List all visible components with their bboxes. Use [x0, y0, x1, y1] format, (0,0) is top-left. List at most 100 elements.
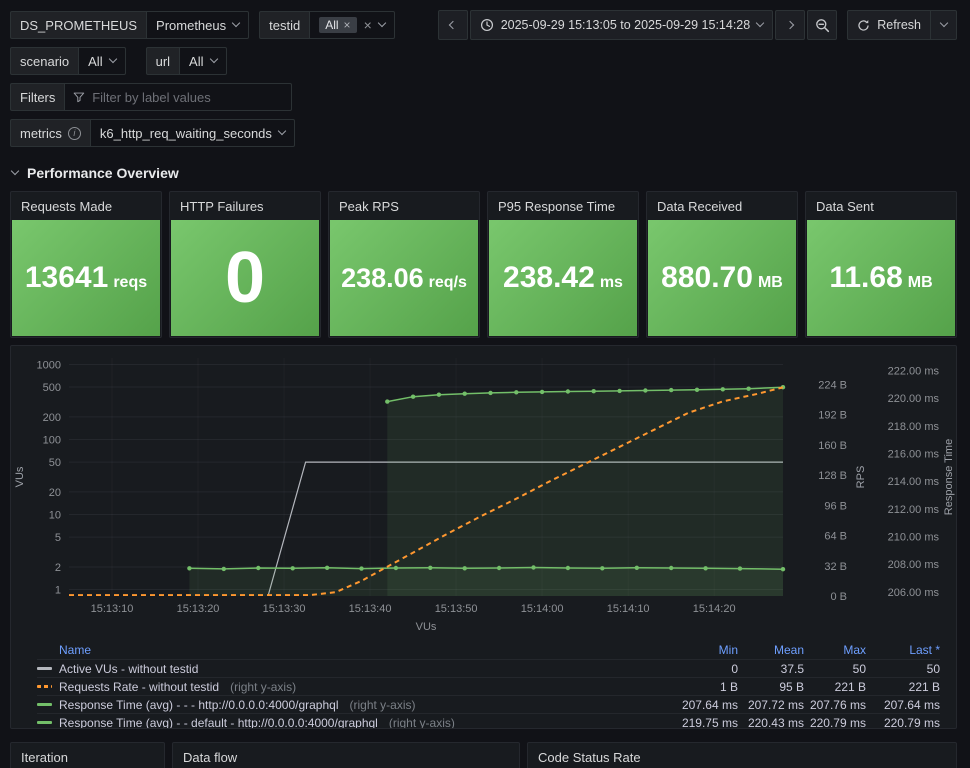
url-select[interactable]: All [179, 47, 227, 75]
clear-icon[interactable]: × [363, 17, 372, 33]
series-name[interactable]: Response Time (avg) - - default - http:/… [59, 715, 378, 729]
legend-header-min[interactable]: Min [718, 643, 738, 657]
variable-scenario: scenario All [10, 47, 126, 75]
svg-text:220.00 ms: 220.00 ms [888, 393, 940, 405]
legend-max: 220.79 ms [809, 715, 866, 729]
row-performance-overview[interactable]: Performance Overview [10, 165, 957, 181]
svg-text:200: 200 [43, 412, 61, 424]
panel-title[interactable]: Iteration [21, 749, 68, 765]
svg-text:RPS: RPS [855, 466, 867, 489]
svg-text:192 B: 192 B [818, 410, 847, 422]
funnel-icon [74, 92, 85, 102]
scenario-select[interactable]: All [78, 47, 126, 75]
svg-text:128 B: 128 B [818, 470, 847, 482]
variable-ds-prometheus: DS_PROMETHEUS Prometheus [10, 11, 250, 39]
svg-text:15:13:10: 15:13:10 [91, 603, 134, 615]
zoom-out-icon [815, 18, 829, 32]
filters-input[interactable] [92, 89, 284, 105]
filters-input-box [64, 83, 293, 111]
stat-body: 238.06 req/s [330, 220, 478, 336]
svg-text:214.00 ms: 214.00 ms [888, 476, 940, 488]
legend-mean: 220.43 ms [747, 715, 804, 729]
stat-unit: reqs [113, 274, 148, 291]
legend-last: 220.79 ms [883, 715, 940, 729]
legend-mean: 37.5 [780, 661, 804, 676]
panel-requests-made: Requests Made 13641 reqs [10, 191, 162, 338]
legend-header-name[interactable]: Name [59, 643, 92, 657]
series-suffix: (right y-axis) [388, 715, 455, 729]
legend-header-last[interactable]: Last * [909, 643, 940, 657]
refresh-interval-dropdown[interactable] [931, 10, 957, 40]
legend-last: 221 B [908, 679, 940, 694]
series-suffix: (right y-axis) [349, 697, 416, 712]
legend-min: 0 [731, 661, 738, 676]
svg-text:15:14:00: 15:14:00 [521, 603, 564, 615]
svg-text:15:13:30: 15:13:30 [263, 603, 306, 615]
refresh-icon [858, 19, 869, 31]
chevron-down-icon [108, 54, 117, 64]
time-controls: 2025-09-29 15:13:05 to 2025-09-29 15:14:… [437, 10, 957, 40]
series-swatch [37, 685, 52, 688]
stat-body: 0 [171, 220, 319, 336]
legend-row-response-time-http[interactable]: Response Time (avg) - - - http://0.0.0.0… [37, 695, 940, 713]
stat-value: 880.70 [661, 261, 753, 294]
time-shift-forward-button[interactable] [775, 10, 806, 40]
panel-data-flow: Data flow [172, 742, 520, 768]
panel-title[interactable]: Data Received [657, 198, 743, 214]
legend-mean: 207.72 ms [747, 697, 804, 712]
section-title: Performance Overview [27, 165, 179, 181]
panel-title[interactable]: HTTP Failures [180, 198, 264, 214]
panel-title[interactable]: Code Status Rate [538, 749, 641, 765]
svg-text:218.00 ms: 218.00 ms [888, 421, 940, 433]
panel-title[interactable]: Data flow [183, 749, 238, 765]
url-label: url [145, 47, 180, 75]
testid-select[interactable]: All × × [309, 11, 395, 39]
stat-body: 238.42 ms [489, 220, 637, 336]
svg-text:15:13:20: 15:13:20 [177, 603, 220, 615]
stats-row: Requests Made 13641 reqs HTTP Failures 0 … [10, 191, 957, 338]
stat-unit: req/s [428, 273, 467, 291]
legend-header-max[interactable]: Max [843, 643, 866, 657]
svg-text:64 B: 64 B [824, 531, 847, 543]
stat-value: 13641 [24, 261, 109, 294]
metrics-row: metrics i k6_http_req_waiting_seconds [10, 119, 957, 147]
svg-text:1000: 1000 [37, 359, 61, 371]
svg-text:VUs: VUs [416, 621, 437, 633]
stat-value: 0 [224, 238, 266, 318]
svg-text:210.00 ms: 210.00 ms [888, 532, 940, 544]
svg-text:0 B: 0 B [830, 591, 847, 603]
toolbar-row-1: DS_PROMETHEUS Prometheus testid All × × [10, 10, 957, 40]
series-name[interactable]: Active VUs - without testid [59, 661, 199, 676]
legend-header-mean[interactable]: Mean [773, 643, 804, 657]
chevron-down-icon [209, 54, 218, 64]
series-name[interactable]: Response Time (avg) - - - http://0.0.0.0… [59, 697, 339, 712]
time-range-picker[interactable]: 2025-09-29 15:13:05 to 2025-09-29 15:14:… [469, 10, 774, 40]
panel-title[interactable]: P95 Response Time [498, 198, 616, 214]
stat-body: 11.68 MB [807, 220, 955, 336]
panel-title[interactable]: Peak RPS [339, 198, 399, 214]
testid-pill[interactable]: All × [319, 17, 357, 33]
ds-prometheus-select[interactable]: Prometheus [146, 11, 250, 39]
remove-value-icon[interactable]: × [343, 18, 351, 32]
zoom-out-button[interactable] [807, 10, 838, 40]
metrics-select[interactable]: k6_http_req_waiting_seconds [89, 119, 295, 147]
chevron-down-icon [10, 166, 20, 176]
filters-row: Filters [10, 83, 957, 111]
refresh-button[interactable]: Refresh [847, 10, 931, 40]
legend-row-response-time-default[interactable]: Response Time (avg) - - default - http:/… [37, 713, 940, 729]
panel-http-failures: HTTP Failures 0 [169, 191, 321, 338]
panel-data-received: Data Received 880.70 MB [646, 191, 798, 338]
time-shift-back-button[interactable] [437, 10, 468, 40]
stat-unit: MB [757, 274, 783, 291]
legend-row-active-vus[interactable]: Active VUs - without testid 0 37.5 50 50 [37, 659, 940, 677]
timeseries-chart[interactable]: 1 2 5 10 20 50 100 200 500 1000 15:13:10 15:13:20 15… [11, 352, 956, 636]
svg-text:Response Time: Response Time [943, 439, 955, 515]
panel-title[interactable]: Data Sent [816, 198, 874, 214]
chevron-down-icon [231, 18, 241, 28]
series-name[interactable]: Requests Rate - without testid [59, 679, 220, 694]
svg-text:2: 2 [55, 562, 61, 574]
chevron-down-icon [939, 18, 948, 28]
legend-row-requests-rate[interactable]: Requests Rate - without testid (right y-… [37, 677, 940, 695]
panel-title[interactable]: Requests Made [21, 198, 113, 214]
legend-max: 207.76 ms [809, 697, 866, 712]
